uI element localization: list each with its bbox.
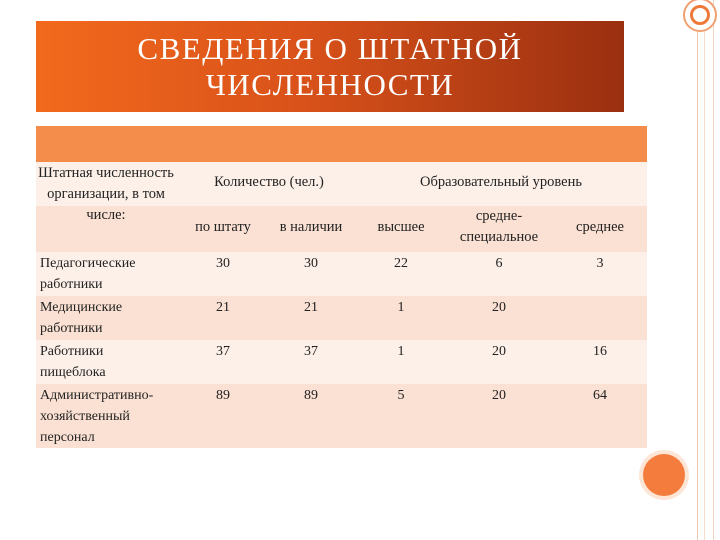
bottom-dot-decoration bbox=[643, 454, 685, 496]
header-higher: высшее bbox=[377, 219, 425, 235]
row-by-staff: 37 bbox=[216, 344, 230, 359]
edge-line-1 bbox=[697, 0, 698, 540]
top-ring-inner-decoration bbox=[690, 5, 710, 25]
row-by-staff: 30 bbox=[216, 256, 230, 271]
row-label: Медицинские работники bbox=[40, 300, 123, 336]
row-available: 30 bbox=[304, 256, 318, 271]
row-secondary-special: 20 bbox=[492, 300, 506, 315]
row-secondary: 16 bbox=[593, 344, 607, 359]
row-higher: 5 bbox=[397, 388, 405, 403]
row-by-staff: 21 bbox=[216, 300, 230, 315]
row-label: Административно-хозяйственный персонал bbox=[40, 388, 154, 445]
row-higher: 1 bbox=[397, 300, 405, 315]
row-higher: 1 bbox=[397, 344, 405, 359]
row-available: 37 bbox=[304, 344, 318, 359]
header-secondary: среднее bbox=[576, 219, 624, 235]
edge-line-2 bbox=[704, 0, 705, 540]
header-secondary-special: средне-специальное bbox=[459, 208, 539, 245]
row-label: Педагогические работники bbox=[40, 256, 136, 292]
row-secondary-special: 6 bbox=[495, 256, 503, 271]
row-secondary-special: 20 bbox=[492, 388, 506, 403]
row-available: 89 bbox=[304, 388, 318, 403]
table-band-3 bbox=[36, 384, 647, 448]
table-band-light-2 bbox=[36, 252, 647, 296]
table-band-1 bbox=[36, 206, 647, 252]
table-band-light-3 bbox=[36, 340, 647, 384]
header-education: Образовательный уровень bbox=[420, 174, 582, 190]
row-by-staff: 89 bbox=[216, 388, 230, 403]
row-available: 21 bbox=[304, 300, 318, 315]
header-available: в наличии bbox=[279, 219, 343, 235]
table-band-2 bbox=[36, 296, 647, 340]
row-secondary-special: 20 bbox=[492, 344, 506, 359]
row-higher: 22 bbox=[394, 256, 408, 271]
row-secondary: 64 bbox=[593, 388, 607, 403]
edge-line-3 bbox=[713, 0, 714, 540]
header-staff: Штатная численность организации, в том ч… bbox=[38, 165, 174, 223]
header-by-staff: по штату bbox=[195, 219, 251, 235]
staff-table: Штатная численность организации, в том ч… bbox=[36, 126, 647, 448]
title-banner: СВЕДЕНИЯ О ШТАТНОЙ ЧИСЛЕННОСТИ bbox=[36, 21, 624, 112]
slide-title: СВЕДЕНИЯ О ШТАТНОЙ ЧИСЛЕННОСТИ bbox=[137, 30, 523, 102]
row-label: Работники пищеблока bbox=[40, 344, 106, 380]
header-quantity: Количество (чел.) bbox=[214, 174, 324, 190]
table-header-band bbox=[36, 126, 647, 162]
row-secondary: 3 bbox=[596, 256, 604, 271]
table-band-light-1 bbox=[36, 162, 647, 206]
